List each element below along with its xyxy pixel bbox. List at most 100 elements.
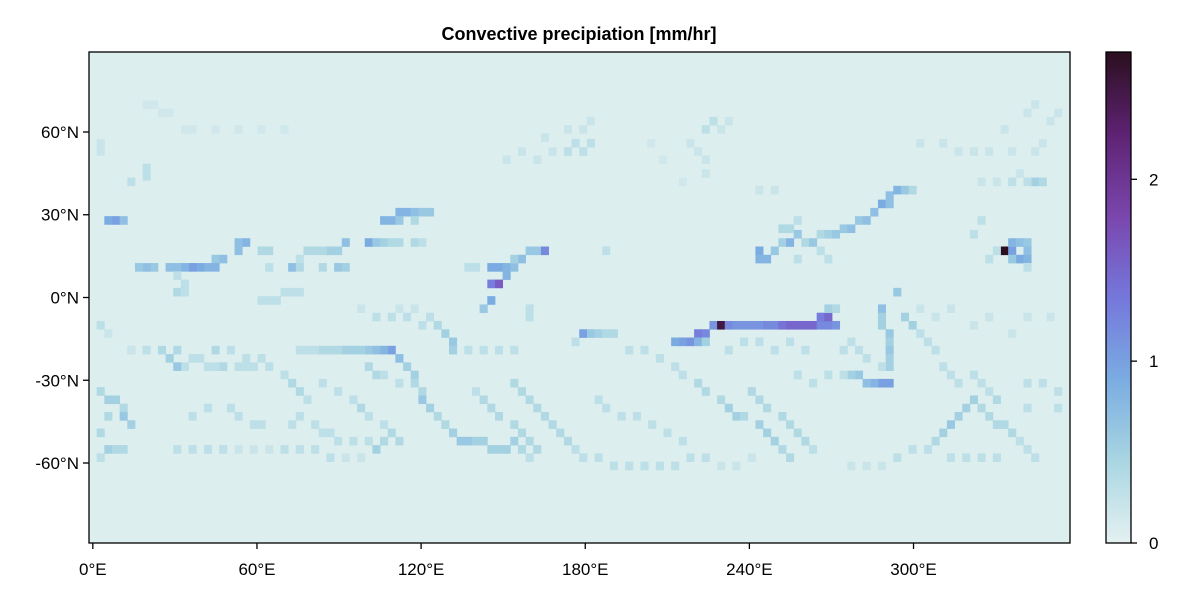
heatmap-cell (778, 320, 787, 330)
heatmap-cell (426, 207, 435, 217)
heatmap-cell (786, 224, 795, 234)
heatmap-cell (479, 345, 488, 355)
heatmap-cell (471, 436, 481, 446)
heatmap-cell (594, 395, 603, 405)
heatmap-cell (563, 125, 572, 134)
heatmap-cell (954, 378, 963, 388)
heatmap-cell (349, 436, 358, 446)
heatmap-cell (969, 320, 978, 330)
heatmap-cell (387, 345, 396, 355)
heatmap-cell (272, 296, 281, 305)
heatmap-cell (832, 320, 841, 330)
heatmap-cell (403, 362, 412, 371)
heatmap-cell (908, 445, 917, 454)
heatmap-cell (395, 378, 404, 388)
heatmap-cell (1038, 177, 1047, 187)
heatmap-cell (311, 246, 320, 256)
heatmap-cell (410, 304, 419, 314)
heatmap-cell (380, 345, 389, 355)
heatmap-cell (579, 125, 588, 134)
heatmap-cell (334, 246, 343, 256)
heatmap-cell (357, 453, 366, 462)
heatmap-cell (410, 216, 419, 225)
heatmap-cell (326, 246, 335, 256)
x-tick-label: 0°E (79, 560, 107, 579)
heatmap-cell (395, 238, 404, 247)
heatmap-cell (380, 436, 389, 446)
colorbar-tick-label: 1 (1149, 352, 1158, 371)
heatmap-cell (517, 428, 527, 438)
heatmap-cell (96, 147, 105, 156)
heatmap-cell (525, 304, 534, 314)
heatmap-cell (104, 395, 113, 405)
heatmap-cell (449, 428, 458, 438)
heatmap-cell (426, 403, 435, 413)
heatmap-cell (916, 304, 925, 314)
heatmap-cell (931, 436, 940, 446)
heatmap-cell (341, 238, 350, 247)
heatmap-cell (211, 125, 220, 134)
heatmap-cell (502, 445, 511, 454)
heatmap-cell (127, 345, 136, 355)
heatmap-cell (686, 453, 695, 462)
heatmap-cell (992, 420, 1001, 429)
heatmap-cell (885, 191, 894, 200)
heatmap-cell (142, 172, 151, 181)
heatmap-cell (977, 403, 986, 413)
heatmap-cell (142, 163, 151, 173)
heatmap-cell (647, 138, 656, 148)
heatmap-cell (533, 246, 542, 256)
heatmap-cell (127, 420, 136, 429)
y-tick-label: -30°N (35, 371, 79, 390)
heatmap-cell (303, 246, 312, 256)
heatmap-cell (939, 138, 948, 148)
heatmap-cell (410, 207, 419, 217)
heatmap-cell (793, 370, 802, 380)
heatmap-cell (946, 370, 955, 380)
heatmap-cell (203, 263, 212, 272)
heatmap-cell (96, 320, 105, 330)
heatmap-cell (456, 436, 465, 446)
heatmap-cell (824, 229, 833, 239)
heatmap-cell (525, 453, 534, 462)
heatmap-cell (265, 246, 274, 256)
heatmap-cell (479, 304, 488, 314)
heatmap-cell (793, 216, 802, 225)
heatmap-cell (150, 263, 159, 272)
heatmap-cell (433, 412, 442, 421)
heatmap-cell (341, 345, 350, 355)
heatmap-cell (357, 345, 366, 355)
heatmap-cell (471, 387, 481, 396)
heatmap-cell (747, 320, 756, 330)
colorbar-ticks: 0 1 2 (1131, 170, 1158, 553)
heatmap-cell (862, 216, 871, 225)
heatmap-cell (671, 461, 680, 471)
heatmap-cell (188, 125, 197, 134)
heatmap-cell (1000, 125, 1009, 134)
heatmap-cell (226, 403, 235, 413)
heatmap-cell (1038, 138, 1047, 148)
heatmap-cell (747, 453, 756, 462)
heatmap-cell (219, 445, 228, 454)
heatmap-cell (234, 445, 243, 454)
heatmap-cell (832, 229, 841, 239)
heatmap-cell (717, 395, 726, 405)
heatmap-cell (134, 263, 144, 272)
heatmap-cell (257, 296, 266, 305)
heatmap-cell (387, 238, 396, 247)
colorbar-tick-label: 2 (1149, 170, 1158, 189)
heatmap-cell (954, 412, 963, 421)
y-tick-label: -60°N (35, 454, 79, 473)
heatmap-cell (809, 320, 818, 330)
heatmap-cell (640, 461, 649, 471)
heatmap-cell (380, 216, 389, 225)
heatmap-cell (349, 345, 358, 355)
heatmap-cell (732, 320, 741, 330)
heatmap-cell (326, 345, 335, 355)
heatmap-cell (801, 436, 810, 446)
heatmap-cell (977, 378, 986, 388)
x-tick-label: 120°E (398, 560, 445, 579)
heatmap-cell (1023, 445, 1032, 454)
heatmap-cell (885, 337, 894, 347)
heatmap-cell (96, 428, 105, 438)
